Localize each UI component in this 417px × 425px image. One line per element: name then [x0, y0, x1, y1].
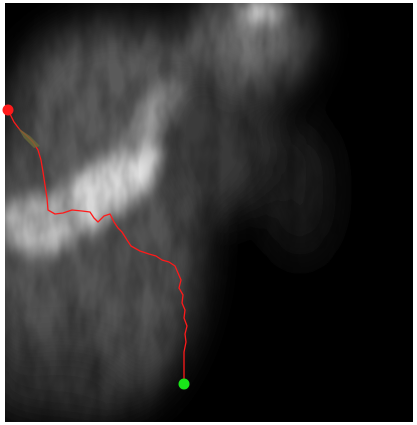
elevation-layer	[0, 0, 413, 422]
end-point[interactable]	[179, 379, 190, 390]
map-view	[0, 0, 417, 425]
start-point[interactable]	[3, 105, 14, 116]
page: (() => { const data = JSON.parse(documen…	[0, 0, 417, 425]
